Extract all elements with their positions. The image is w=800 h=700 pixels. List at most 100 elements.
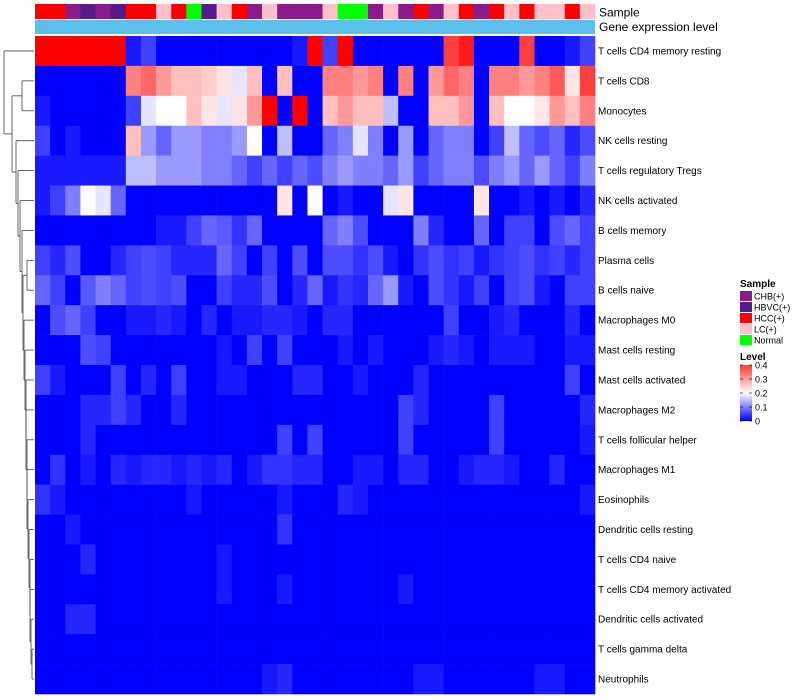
heatmap-cell	[156, 36, 172, 67]
heatmap-cell	[246, 335, 263, 366]
heatmap-cell	[110, 604, 127, 635]
sample-annotation-cell	[322, 4, 339, 19]
heatmap-cell	[428, 365, 444, 396]
heatmap-cell	[201, 155, 217, 186]
heatmap-cell	[352, 604, 369, 635]
heatmap-cell	[140, 335, 157, 366]
heatmap-cell	[337, 365, 354, 396]
heatmap-cell	[322, 604, 339, 635]
heatmap-cell	[171, 394, 187, 426]
heatmap-cell	[549, 664, 566, 695]
heatmap-cell	[216, 544, 233, 575]
heatmap-cell	[383, 634, 399, 665]
heatmap-cell	[50, 484, 66, 515]
heatmap-cell	[231, 454, 248, 485]
heatmap-cell	[80, 484, 96, 515]
heatmap-cell	[307, 604, 323, 635]
heatmap-cell	[443, 604, 460, 635]
heatmap-cell	[201, 335, 217, 366]
heatmap-cell	[171, 65, 187, 97]
heatmap-cell	[534, 634, 550, 665]
heatmap-cell	[579, 634, 596, 665]
heatmap-cell	[367, 215, 384, 246]
heatmap-cell	[428, 185, 444, 216]
heatmap-cell	[489, 275, 505, 306]
heatmap-cell	[428, 514, 444, 545]
heatmap-cell	[186, 215, 202, 246]
heatmap-cell	[65, 454, 81, 485]
heatmap-cell	[231, 305, 248, 336]
heatmap-cell	[292, 394, 308, 426]
heatmap-cell	[201, 245, 217, 276]
heatmap-cell	[534, 544, 550, 575]
heatmap-cell	[519, 275, 535, 306]
sample-legend-swatch	[740, 324, 752, 334]
heatmap-cell	[413, 275, 429, 306]
heatmap-cell	[277, 544, 293, 575]
heatmap-cell	[140, 514, 157, 545]
row-label: Plasma cells	[598, 256, 654, 267]
row-label: B cells naive	[598, 286, 655, 297]
heatmap-cell	[110, 245, 127, 276]
heatmap-cell	[277, 65, 293, 97]
heatmap-cell	[428, 275, 444, 306]
heatmap-cell	[216, 155, 233, 186]
heatmap-cell	[398, 245, 414, 276]
heatmap-cell	[171, 335, 187, 366]
sample-legend-swatch	[740, 313, 752, 323]
heatmap-cell	[534, 664, 550, 695]
heatmap-cell	[473, 664, 490, 695]
heatmap-cell	[277, 365, 293, 396]
heatmap-cell	[337, 275, 354, 306]
gene-track-label: Gene expression level	[599, 20, 718, 34]
heatmap-cell	[140, 484, 157, 515]
heatmap-cell	[398, 335, 414, 366]
heatmap-cell	[307, 574, 323, 605]
heatmap-cell	[413, 394, 429, 426]
heatmap-cell	[398, 604, 414, 635]
heatmap-cell	[504, 484, 520, 515]
heatmap-cell	[579, 36, 596, 67]
heatmap-cell	[534, 305, 550, 336]
heatmap-cell	[383, 305, 399, 336]
heatmap-cell	[549, 424, 566, 456]
heatmap-cell	[156, 454, 172, 485]
heatmap-cell	[307, 185, 323, 216]
heatmap-cell	[216, 664, 233, 695]
heatmap-cell	[262, 125, 278, 156]
heatmap-cell	[322, 125, 339, 156]
heatmap-cell	[443, 664, 460, 695]
heatmap-cell	[50, 394, 66, 426]
heatmap-cell	[186, 335, 202, 366]
heatmap-cell	[50, 155, 66, 186]
heatmap-cell	[262, 634, 278, 665]
heatmap-cell	[352, 394, 369, 426]
heatmap-cell	[352, 215, 369, 246]
heatmap-cell	[383, 275, 399, 306]
heatmap-cell	[383, 125, 399, 156]
heatmap-cell	[489, 36, 505, 67]
heatmap-cell	[564, 484, 581, 515]
heatmap-cell	[307, 484, 323, 515]
heatmap-cell	[504, 394, 520, 426]
heatmap-cell	[549, 275, 566, 306]
heatmap-cell	[489, 365, 505, 396]
heatmap-cell	[231, 36, 248, 67]
heatmap-cell	[473, 36, 490, 67]
heatmap-cell	[110, 215, 127, 246]
heatmap-cell	[322, 514, 339, 545]
sample-legend-label: CHB(+)	[754, 292, 784, 302]
heatmap-cell	[413, 36, 429, 67]
heatmap-cell	[65, 275, 81, 306]
heatmap-cell	[564, 544, 581, 575]
heatmap-cell	[231, 544, 248, 575]
heatmap-cell	[383, 365, 399, 396]
heatmap-cell	[337, 305, 354, 336]
heatmap-cell	[428, 634, 444, 665]
heatmap-cell	[473, 95, 490, 127]
heatmap-cell	[171, 604, 187, 635]
heatmap-cell	[519, 36, 535, 67]
heatmap-cell	[277, 185, 293, 216]
heatmap-cell	[65, 634, 81, 665]
heatmap-cell	[110, 335, 127, 366]
